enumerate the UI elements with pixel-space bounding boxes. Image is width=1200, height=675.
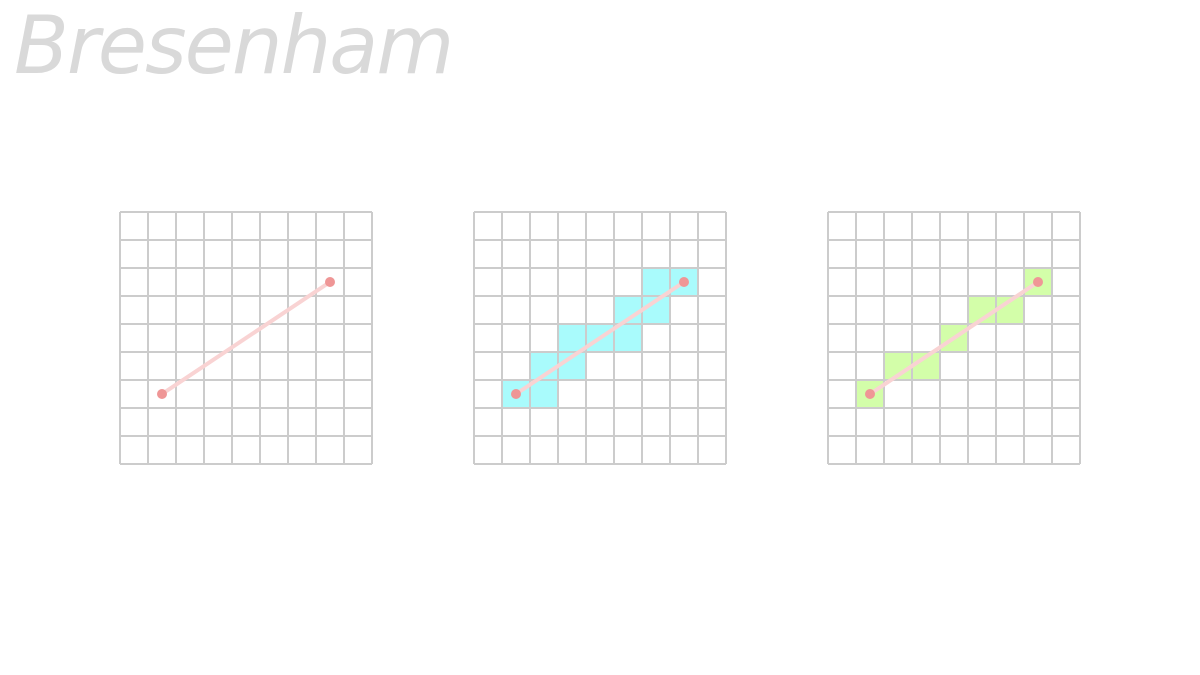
start-point [865,389,875,399]
start-point [511,389,521,399]
panel-bresenham [827,211,1081,465]
grid-canvas [827,211,1081,465]
end-point [1033,277,1043,287]
end-point [679,277,689,287]
grid-canvas [473,211,727,465]
line-segment [514,280,686,396]
end-point [325,277,335,287]
page-title: Bresenham [14,0,454,92]
filled-cell [558,324,586,352]
panel-supercover [473,211,727,465]
start-point [157,389,167,399]
grid-canvas [119,211,373,465]
filled-cell [530,380,558,408]
panel-line-only [119,211,373,465]
line-segment [160,280,332,396]
line-segment [868,280,1040,396]
filled-cell [642,268,670,296]
filled-cell [614,324,642,352]
